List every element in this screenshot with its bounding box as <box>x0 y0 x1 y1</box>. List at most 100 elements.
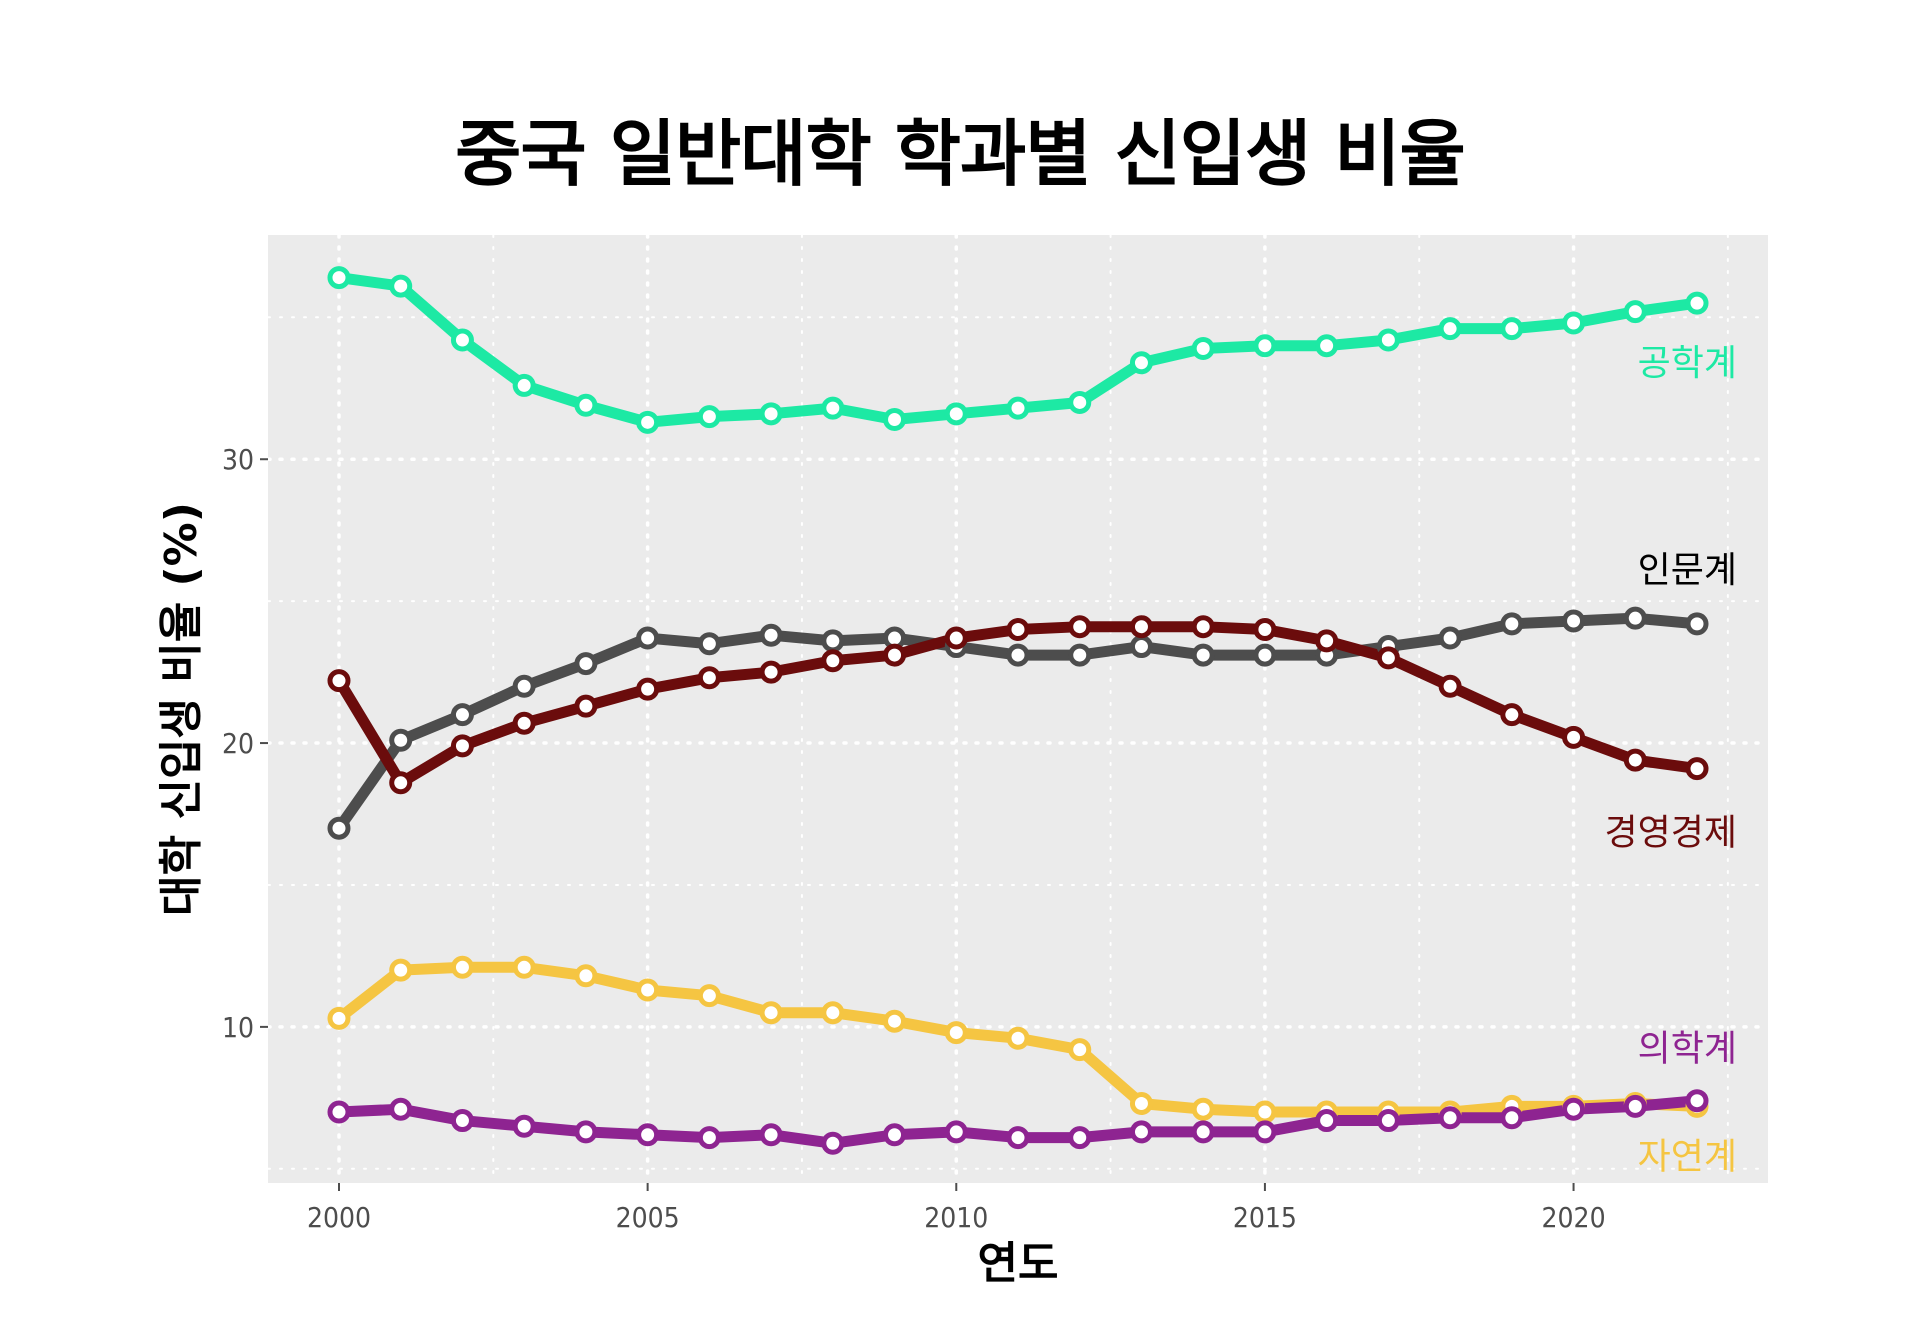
data-point <box>636 410 660 434</box>
data-point <box>697 405 721 429</box>
x-tick-label: 2005 <box>616 1201 680 1234</box>
data-point <box>1191 337 1215 361</box>
data-point <box>1253 618 1277 642</box>
data-point <box>759 1001 783 1025</box>
data-point <box>821 396 845 420</box>
data-point <box>944 402 968 426</box>
data-point <box>759 623 783 647</box>
x-tick-label: 2015 <box>1233 1201 1297 1234</box>
data-point <box>389 1097 413 1121</box>
data-point <box>1253 1100 1277 1124</box>
data-point <box>1191 615 1215 639</box>
data-point <box>389 728 413 752</box>
data-point <box>1068 1038 1092 1062</box>
data-point <box>1068 615 1092 639</box>
axes: 2000 2005 2010 2015 2020 10 20 30 <box>222 443 1606 1234</box>
data-point <box>1129 1092 1153 1116</box>
series-label: 경영경제 <box>1605 813 1737 854</box>
data-point <box>883 407 907 431</box>
data-point <box>1438 626 1462 650</box>
data-point <box>944 1120 968 1144</box>
data-point <box>389 771 413 795</box>
data-point <box>1500 1106 1524 1130</box>
data-point <box>1068 643 1092 667</box>
data-point <box>944 1021 968 1045</box>
data-point <box>821 1131 845 1155</box>
data-point <box>1562 609 1586 633</box>
series-label: 공학계 <box>1638 343 1737 384</box>
data-point <box>636 1123 660 1147</box>
series-label: 의학계 <box>1638 1029 1737 1070</box>
data-point <box>636 677 660 701</box>
data-point <box>574 1120 598 1144</box>
series-label: 인문계 <box>1638 550 1737 591</box>
data-point <box>1685 1089 1709 1113</box>
data-point <box>1685 612 1709 636</box>
data-point <box>697 1126 721 1150</box>
data-point <box>1006 618 1030 642</box>
data-point <box>1129 615 1153 639</box>
data-point <box>327 816 351 840</box>
data-point <box>1376 1109 1400 1133</box>
x-axis-title: 연도 <box>978 1238 1059 1289</box>
x-tick-label: 2000 <box>307 1201 371 1234</box>
data-point <box>1129 1120 1153 1144</box>
data-point <box>450 734 474 758</box>
data-point <box>327 266 351 290</box>
data-point <box>1315 334 1339 358</box>
data-point <box>450 328 474 352</box>
data-point <box>759 1123 783 1147</box>
y-tick-label: 10 <box>222 1011 254 1044</box>
data-point <box>821 629 845 653</box>
data-point <box>1006 643 1030 667</box>
data-point <box>512 674 536 698</box>
data-point <box>883 1009 907 1033</box>
data-point <box>1253 334 1277 358</box>
data-point <box>636 626 660 650</box>
y-axis-title: 대학 신입생 비율 (%) <box>156 502 207 916</box>
data-point <box>512 955 536 979</box>
data-point <box>574 964 598 988</box>
data-point <box>1006 396 1030 420</box>
data-point <box>1376 646 1400 670</box>
data-point <box>883 1123 907 1147</box>
data-point <box>1068 390 1092 414</box>
data-point <box>1315 629 1339 653</box>
data-point <box>1500 317 1524 341</box>
data-point <box>1191 643 1215 667</box>
data-point <box>512 1114 536 1138</box>
data-point <box>1623 300 1647 324</box>
data-point <box>821 1001 845 1025</box>
data-point <box>821 649 845 673</box>
data-point <box>512 373 536 397</box>
data-point <box>389 274 413 298</box>
data-point <box>697 666 721 690</box>
data-point <box>1129 351 1153 375</box>
data-point <box>574 393 598 417</box>
data-point <box>1562 311 1586 335</box>
data-point <box>1068 1126 1092 1150</box>
chart-title: 중국 일반대학 학과별 신입생 비율 <box>455 112 1466 196</box>
data-point <box>327 1100 351 1124</box>
data-point <box>1129 635 1153 659</box>
data-point <box>1438 674 1462 698</box>
x-tick-label: 2020 <box>1542 1201 1606 1234</box>
data-point <box>1623 606 1647 630</box>
data-point <box>1685 757 1709 781</box>
data-point <box>883 643 907 667</box>
data-point <box>1562 1097 1586 1121</box>
grid-lines <box>266 233 1770 1185</box>
y-tick-label: 20 <box>222 727 254 760</box>
data-point <box>1438 1106 1462 1130</box>
data-point <box>1253 1120 1277 1144</box>
data-point <box>450 955 474 979</box>
data-point <box>450 1109 474 1133</box>
data-point <box>512 711 536 735</box>
series-label: 자연계 <box>1638 1136 1737 1177</box>
data-point <box>1253 643 1277 667</box>
data-point <box>1006 1126 1030 1150</box>
data-point <box>1376 328 1400 352</box>
data-point <box>389 958 413 982</box>
data-point <box>697 984 721 1008</box>
